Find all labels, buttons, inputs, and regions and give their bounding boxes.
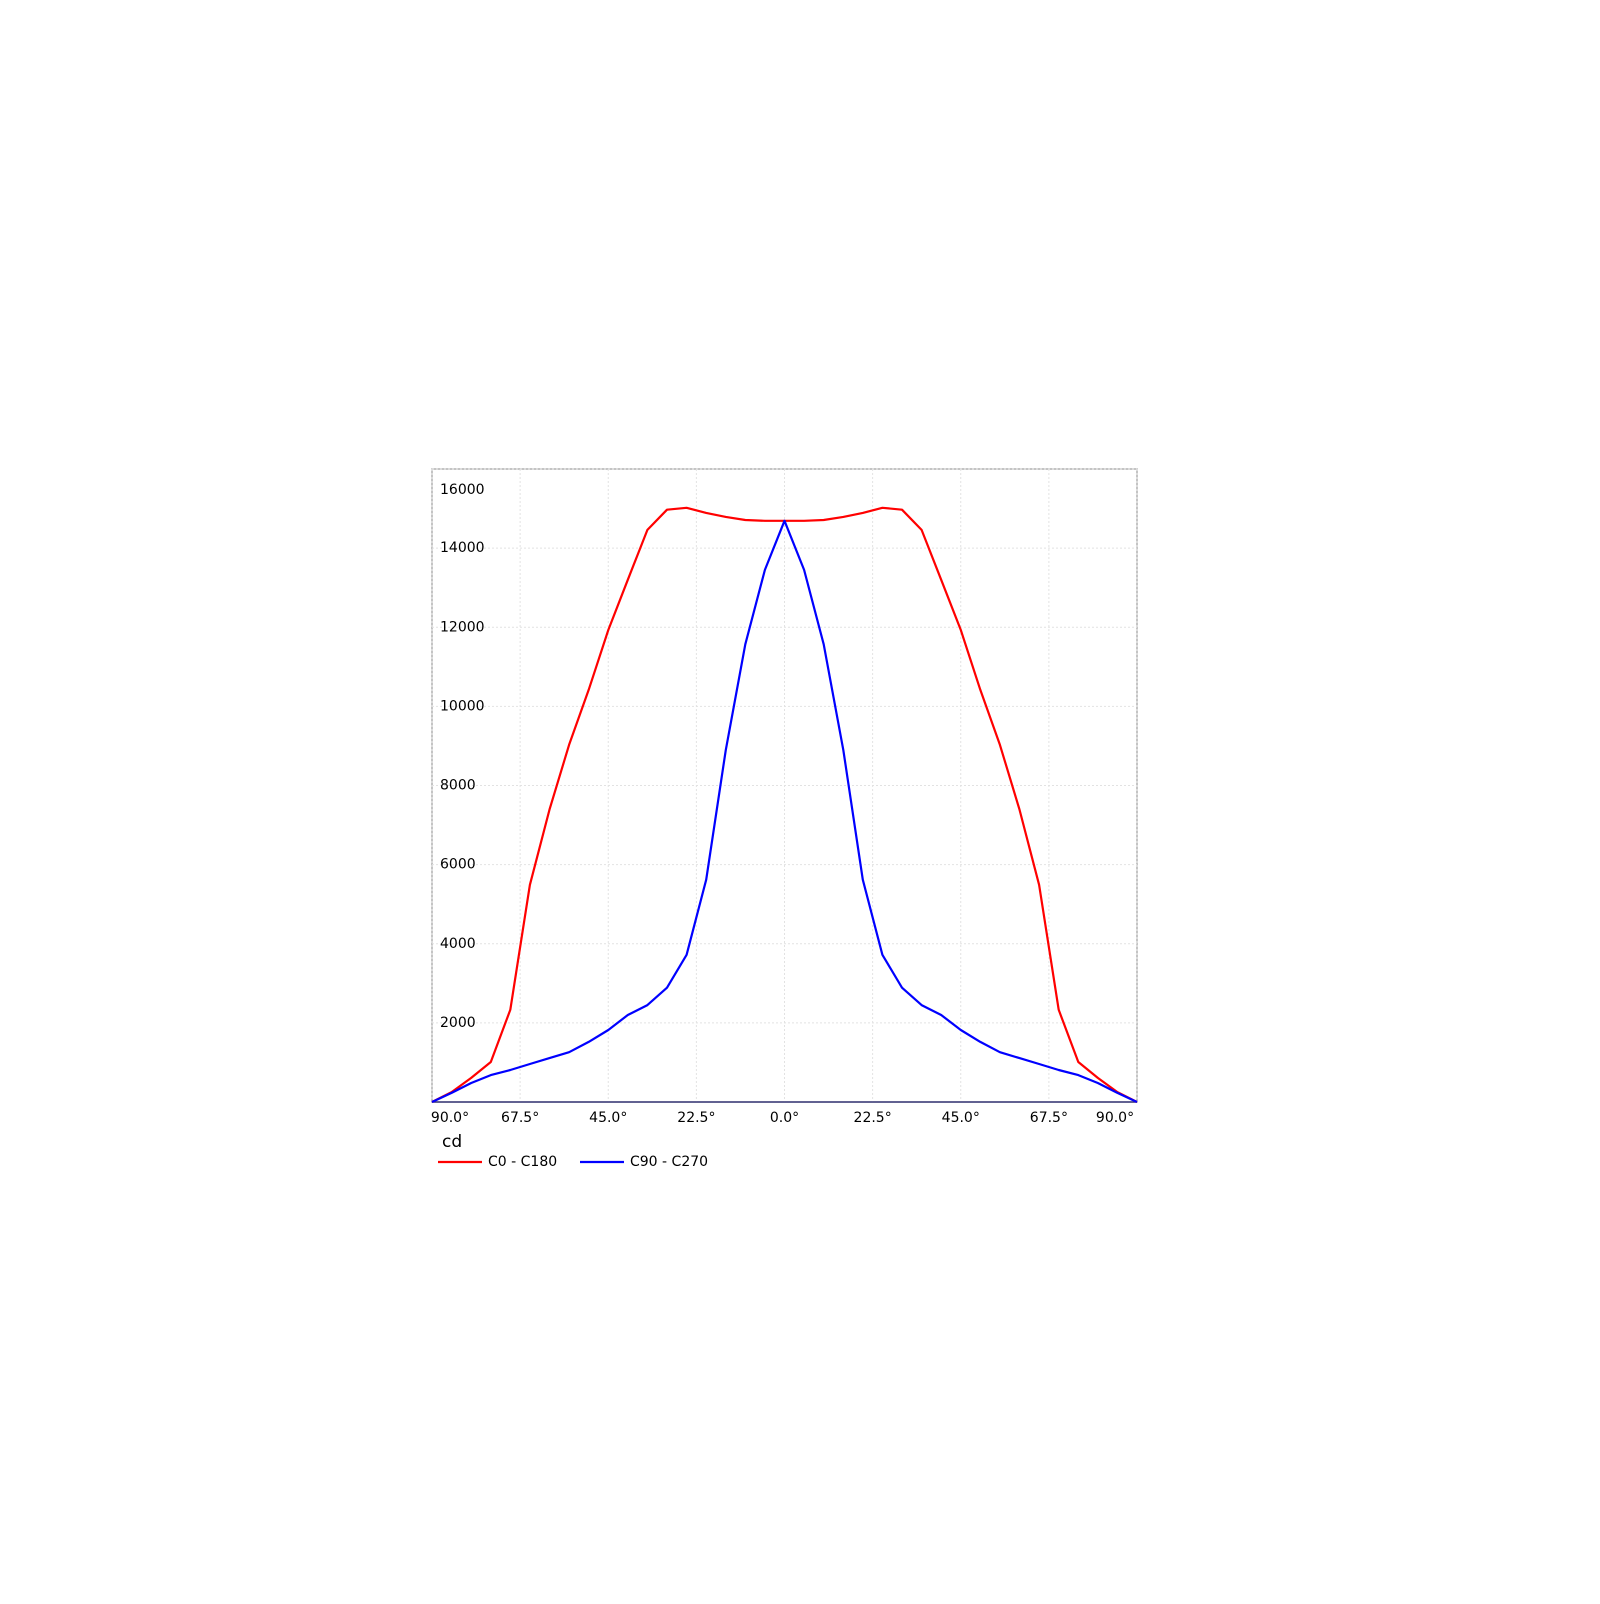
y-axis-unit: cd bbox=[442, 1132, 462, 1152]
series-line bbox=[431, 519, 1138, 1103]
x-tick-label: 90.0° bbox=[431, 1110, 469, 1126]
y-tick-label: 6000 bbox=[440, 857, 476, 873]
y-tick-label: 16000 bbox=[440, 482, 485, 498]
y-tick-label: 14000 bbox=[440, 540, 485, 556]
y-tick-label: 10000 bbox=[440, 698, 485, 714]
y-tick-label: 4000 bbox=[440, 936, 476, 952]
x-tick-label: 67.5° bbox=[1030, 1110, 1068, 1126]
y-tick-label: 12000 bbox=[440, 619, 485, 635]
y-tick-label: 8000 bbox=[440, 778, 476, 794]
x-tick-label: 22.5° bbox=[854, 1110, 892, 1126]
legend-label: C90 - C270 bbox=[630, 1154, 708, 1170]
y-tick-label: 2000 bbox=[440, 1015, 476, 1031]
x-tick-label: 90.0° bbox=[1096, 1110, 1134, 1126]
legend-label: C0 - C180 bbox=[488, 1154, 557, 1170]
x-tick-label: 45.0° bbox=[942, 1110, 980, 1126]
x-tick-label: 0.0° bbox=[770, 1110, 799, 1126]
x-tick-label: 45.0° bbox=[589, 1110, 627, 1126]
x-tick-label: 67.5° bbox=[501, 1110, 539, 1126]
x-tick-label: 22.5° bbox=[677, 1110, 715, 1126]
